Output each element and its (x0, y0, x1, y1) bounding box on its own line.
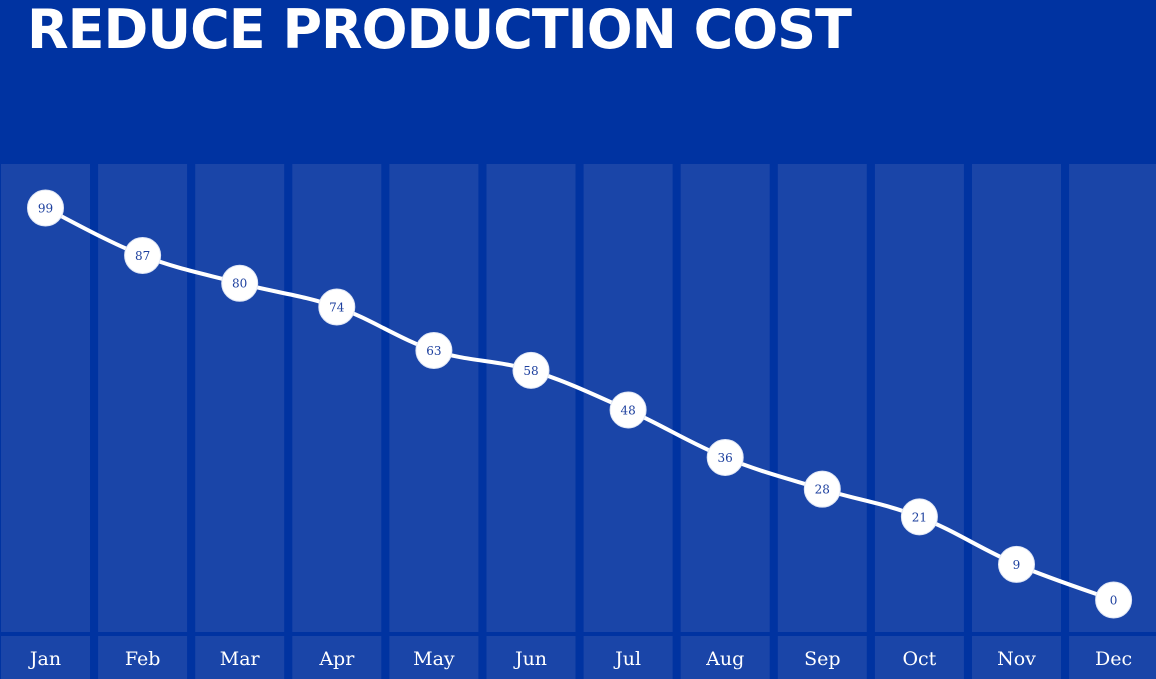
data-label: 0 (1110, 594, 1118, 608)
data-label: 58 (523, 364, 538, 378)
column-may (389, 164, 479, 632)
data-label: 99 (38, 202, 53, 216)
data-label: 74 (329, 300, 345, 314)
label-cell-dec (1069, 636, 1156, 679)
point-marker (318, 288, 356, 326)
x-tick-label: Aug (705, 648, 744, 670)
data-label: 36 (718, 451, 733, 465)
x-axis-labels: Jan Feb Mar Apr May Jun Jul Aug Sep Oct Nov Dec (28, 648, 1132, 670)
point-marker (998, 545, 1035, 583)
point-marker (124, 237, 162, 275)
point-marker (221, 264, 259, 302)
label-cell-feb (98, 636, 188, 679)
data-point-may: 63 (415, 332, 453, 370)
point-marker (803, 470, 841, 508)
data-point-aug: 36 (706, 438, 744, 476)
x-tick-label: May (413, 648, 455, 670)
data-label: 80 (232, 277, 247, 291)
chart-title: REDUCE PRODUCTION COST (27, 0, 852, 61)
data-point-sep: 28 (803, 470, 841, 508)
label-cell-sep (777, 636, 867, 679)
data-label: 21 (912, 510, 927, 524)
x-tick-label: Jun (513, 648, 547, 670)
label-cell-may (389, 636, 479, 679)
x-tick-label: Sep (804, 648, 840, 670)
point-marker (706, 438, 744, 476)
data-point-jan: 99 (27, 189, 64, 227)
data-label: 48 (620, 403, 635, 417)
data-point-mar: 80 (221, 264, 259, 302)
label-cell-apr (292, 636, 382, 679)
label-cell-jul (583, 636, 673, 679)
x-tick-label: Apr (318, 648, 355, 670)
x-tick-label: Feb (125, 648, 161, 670)
column-oct (874, 164, 964, 632)
x-tick-label: Jan (28, 648, 61, 670)
column-sep (777, 164, 867, 632)
data-label: 28 (815, 483, 830, 497)
point-marker (512, 351, 550, 389)
point-marker (900, 498, 938, 536)
point-marker (609, 391, 647, 429)
data-point-oct: 21 (900, 498, 938, 536)
label-cell-mar (195, 636, 285, 679)
data-points: 99 87 80 74 63 58 48 36 28 21 9 0 (27, 189, 1133, 619)
data-point-nov: 9 (998, 545, 1035, 583)
x-tick-label: Oct (902, 648, 936, 670)
column-aug (680, 164, 770, 632)
x-tick-label: Mar (220, 648, 261, 670)
column-feb (98, 164, 188, 632)
column-apr (292, 164, 382, 632)
point-marker (415, 332, 453, 370)
data-label: 9 (1013, 558, 1021, 572)
point-marker (1095, 581, 1133, 619)
data-point-feb: 87 (124, 237, 162, 275)
column-jun (486, 164, 576, 632)
label-cell-jan (1, 636, 90, 679)
x-tick-label: Nov (997, 648, 1036, 670)
data-point-jun: 58 (512, 351, 550, 389)
data-point-dec: 0 (1095, 581, 1133, 619)
data-point-apr: 74 (318, 288, 356, 326)
x-tick-label: Jul (613, 648, 641, 670)
data-point-jul: 48 (609, 391, 647, 429)
data-label: 87 (135, 249, 150, 263)
label-cell-aug (680, 636, 770, 679)
label-cell-nov (972, 636, 1061, 679)
column-backgrounds (1, 164, 1156, 679)
data-label: 63 (426, 344, 441, 358)
point-marker (27, 189, 64, 227)
x-tick-label: Dec (1095, 648, 1132, 670)
column-jan (1, 164, 90, 632)
column-dec (1069, 164, 1156, 632)
label-cell-oct (874, 636, 964, 679)
label-cell-jun (486, 636, 576, 679)
column-mar (195, 164, 285, 632)
